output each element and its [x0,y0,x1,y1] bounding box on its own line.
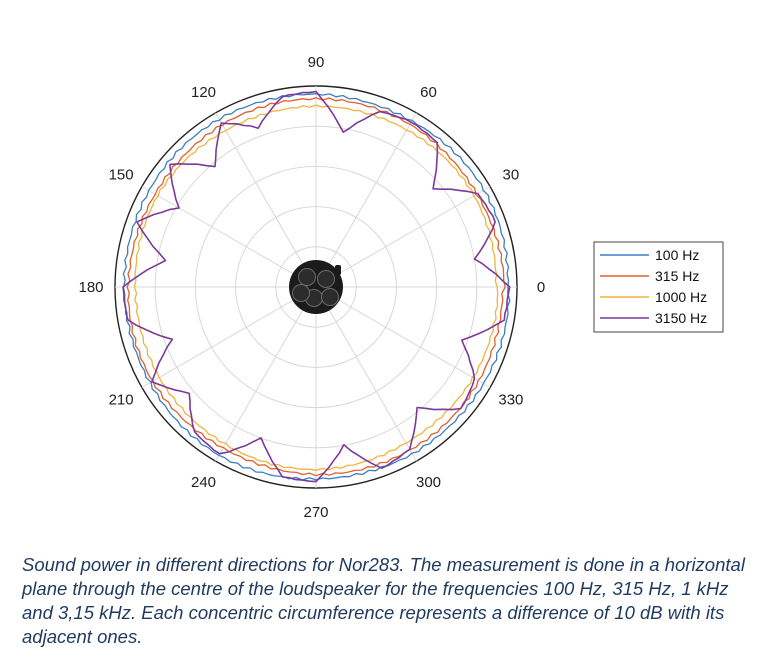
angle-tick-label: 180 [78,279,103,296]
series-line-1000-hz [133,104,499,471]
grid-spoke [141,286,317,388]
speaker-driver [298,268,316,286]
legend-label: 315 Hz [655,268,699,284]
angle-tick-label: 270 [303,504,328,521]
angle-tick-labels: 0 30 60 90 120 150 180 210 240 270 300 330 [78,54,545,521]
angle-tick-label: 90 [308,54,325,71]
grid-spoke [315,112,417,288]
polar-chart: 0 30 60 90 120 150 180 210 240 270 300 330 100 Hz 31… [78,54,724,521]
series-line-3150-hz [122,90,511,483]
grid-spoke [215,286,317,462]
speaker-driver [317,270,335,288]
legend: 100 Hz 315 Hz 1000 Hz 3150 Hz [593,241,724,333]
legend-label: 3150 Hz [655,310,707,326]
angle-tick-label: 0 [537,279,545,296]
grid-spoke [315,286,417,462]
angle-tick-label: 120 [191,84,216,101]
speaker-driver [321,288,339,306]
speaker-mount [335,265,341,275]
polar-grid [114,85,518,489]
figure-caption: Sound power in different directions for … [22,554,745,647]
angle-tick-label: 30 [503,167,520,184]
angle-tick-label: 240 [191,474,216,491]
legend-box [593,241,724,333]
grid-spoke [215,112,317,288]
angle-tick-label: 210 [109,392,134,409]
grid-spoke [141,186,317,288]
grid-spoke [315,286,491,388]
loudspeaker-icon [289,260,343,314]
angle-tick-label: 60 [420,84,437,101]
angle-tick-label: 330 [498,392,523,409]
legend-label: 100 Hz [655,247,699,263]
legend-label: 1000 Hz [655,289,707,305]
grid-spoke [315,186,491,288]
angle-tick-label: 150 [109,167,134,184]
series-layer [122,90,511,483]
speaker-driver [292,284,310,302]
angle-tick-label: 300 [416,474,441,491]
